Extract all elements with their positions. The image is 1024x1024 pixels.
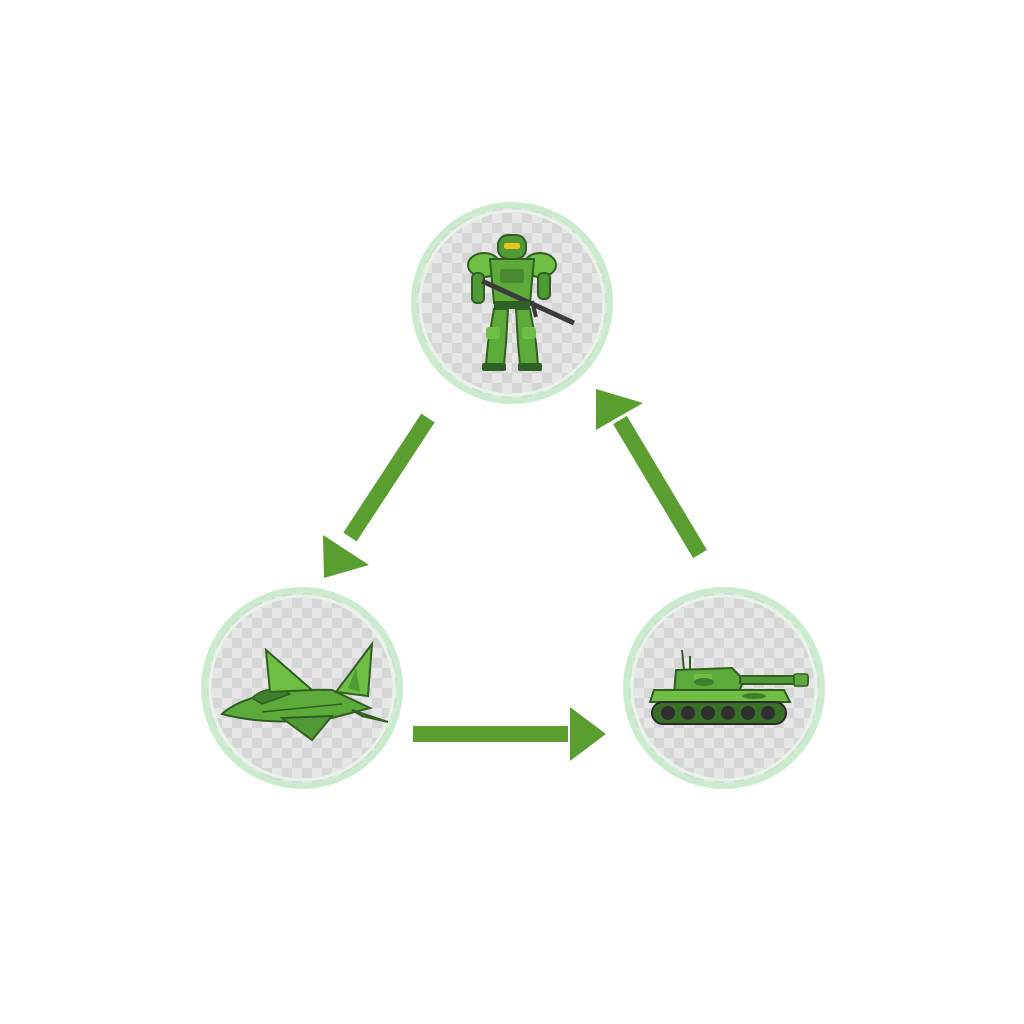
node-tank — [623, 587, 825, 789]
node-aircraft — [201, 587, 403, 789]
armored-soldier-icon — [467, 234, 576, 371]
arrow-tank-to-infantry — [596, 389, 707, 559]
node-infantry — [411, 202, 613, 404]
cycle-arrows — [323, 389, 707, 761]
arrow-aircraft-to-tank — [413, 707, 606, 761]
battle-tank-icon — [648, 649, 809, 725]
arrow-infantry-to-aircraft — [323, 413, 435, 578]
jet-fighter-icon — [219, 640, 389, 742]
